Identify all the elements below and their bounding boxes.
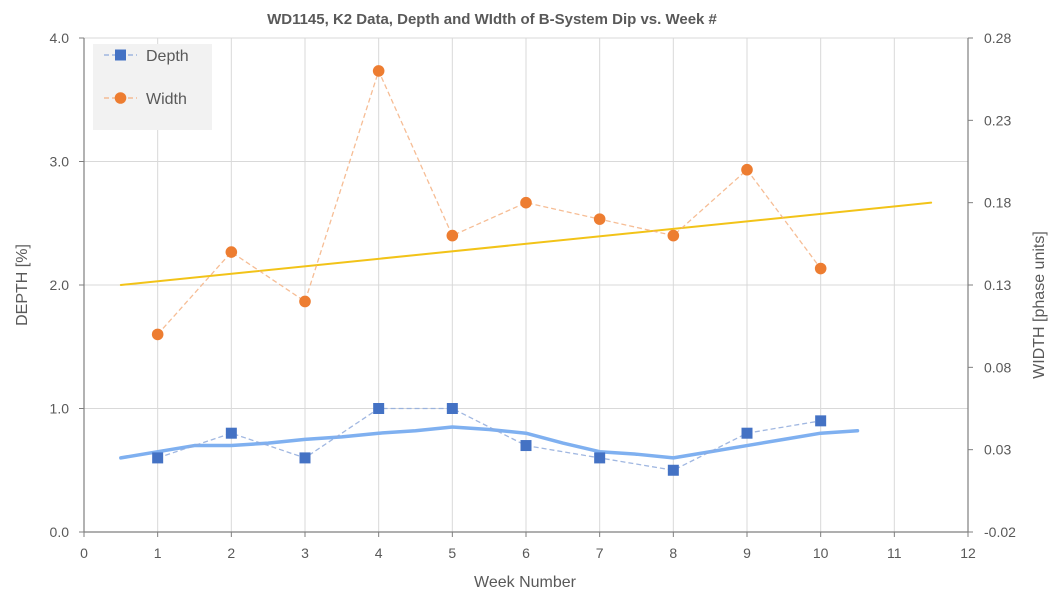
width-series-line [157,69,822,335]
x-tick-label: 0 [80,545,88,561]
y-axis-title: DEPTH [%] [14,244,31,326]
y-tick-label: 2.0 [50,277,70,293]
depth-point [225,427,237,439]
grid [84,37,968,532]
width-point [667,229,680,242]
x-tick-label: 2 [227,545,235,561]
y-tick-label: 4.0 [50,30,70,46]
x-tick-label: 4 [375,545,383,561]
x-tick-label: 8 [669,545,677,561]
depth-point [594,452,606,464]
trendlines [119,201,933,460]
depth-series-line [157,407,821,471]
depth-point [446,403,458,414]
depth-point [152,452,164,464]
legend-box [93,44,212,130]
y2-tick-label: 0.28 [984,30,1011,46]
chart-title: WD1145, K2 Data, Depth and WIdth of B-Sy… [267,11,717,28]
width-point [520,196,532,209]
y2-tick-label: 0.03 [984,442,1011,458]
y2-axis-title: WIDTH [phase units] [1031,231,1048,379]
y-tick-label: 1.0 [50,401,70,417]
x-tick-label: 7 [596,545,604,561]
y-tick-label: 3.0 [50,154,70,170]
legend-depth-marker [115,49,126,61]
width-point [372,65,385,77]
y2-tick-label: 0.18 [984,195,1011,211]
width-point [151,328,164,341]
width-point [593,213,606,225]
width-point [741,163,753,176]
legend-width-label: Width [146,91,187,108]
legend: Depth Width [93,44,212,130]
axes: 0 1 2 3 4 5 6 7 8 9 10 11 120.01.02.03.04.0-0.020.03… [50,30,1017,561]
legend-width-marker [114,92,127,104]
width-point [299,295,311,308]
x-tick-label: 9 [743,545,751,561]
y2-tick-label: 0.23 [984,112,1011,128]
legend-depth-label: Depth [146,48,189,65]
x-tick-label: 11 [887,545,902,561]
width-linear-trendline [119,201,933,286]
depth-point [299,452,311,464]
y2-tick-label: 0.08 [984,359,1011,375]
depth-point [815,415,827,427]
depth-point [373,403,385,414]
y2-tick-label: -0.02 [984,524,1016,540]
x-tick-label: 12 [960,545,976,561]
depth-moving-average-trendline [119,425,860,460]
y-tick-label: 0.0 [50,524,70,540]
x-tick-label: 1 [154,545,162,561]
width-point [446,229,459,242]
x-axis-title: Week Number [474,574,577,591]
y2-tick-label: 0.13 [984,277,1011,293]
depth-point [667,464,679,476]
width-point [225,246,238,258]
width-point [814,262,827,275]
depth-point [741,427,753,439]
x-tick-label: 10 [813,545,829,561]
x-tick-label: 6 [522,545,530,561]
depth-point [520,440,532,452]
x-tick-label: 3 [301,545,309,561]
series [151,65,827,476]
x-tick-label: 5 [448,545,456,561]
